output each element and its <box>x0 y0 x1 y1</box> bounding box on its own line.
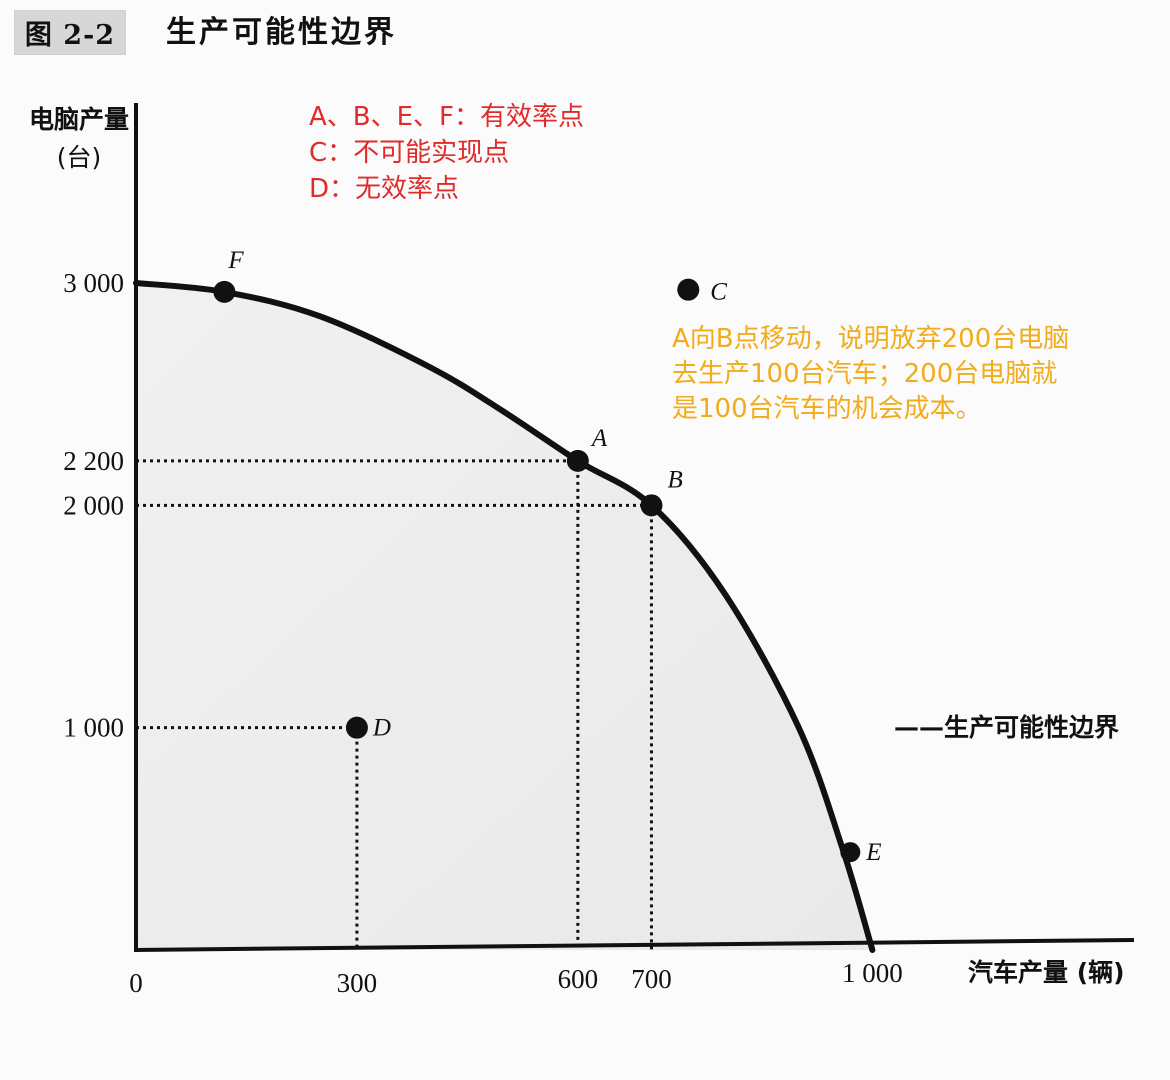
frontier-leader-line: —— <box>894 713 944 742</box>
y-tick-label: 3 000 <box>63 268 124 298</box>
point-e <box>840 842 861 863</box>
legend-line-impossible: C：不可能实现点 <box>309 138 510 168</box>
point-label-d: D <box>372 715 391 742</box>
point-legend-note: A、B、E、F：有效率点 C：不可能实现点 D：无效率点 <box>309 99 584 207</box>
point-b <box>640 494 663 517</box>
point-label-f: F <box>227 247 244 274</box>
x-axis-line <box>133 938 1135 952</box>
figure-number: 图 2-2 <box>14 10 126 55</box>
x-tick-label: 300 <box>337 968 378 998</box>
legend-line-efficient: A、B、E、F：有效率点 <box>309 102 585 132</box>
y-tick-label: 1 000 <box>63 713 124 743</box>
axes <box>133 103 1135 952</box>
data-points: F C A B D E <box>213 247 882 866</box>
point-c <box>677 278 700 301</box>
x-tick-label-origin: 0 <box>129 968 143 998</box>
x-tick-label: 700 <box>631 964 672 994</box>
point-a <box>566 449 589 472</box>
frontier-curve-label: ——生产可能性边界 <box>894 708 1119 744</box>
point-label-e: E <box>865 839 881 866</box>
annotation-line-3: 是100台汽车的机会成本。 <box>672 394 982 424</box>
y-axis-title: 电脑产量 <box>28 105 129 134</box>
x-axis-label: 汽车产量 (辆) <box>968 958 1125 987</box>
point-label-b: B <box>667 466 682 493</box>
y-tick-label: 2 200 <box>63 446 124 476</box>
opportunity-cost-annotation: A向B点移动，说明放弃200台电脑 去生产100台汽车；200台电脑就 是100… <box>672 322 1142 427</box>
legend-line-inefficient: D：无效率点 <box>309 174 460 204</box>
x-tick-label: 600 <box>558 964 599 994</box>
y-tick-label: 2 000 <box>63 490 124 520</box>
x-tick-label: 1 000 <box>842 958 903 988</box>
frontier-label-text: 生产可能性边界 <box>944 713 1120 742</box>
point-f <box>213 280 236 303</box>
point-label-c: C <box>710 279 727 306</box>
point-d <box>345 716 368 739</box>
y-axis-label: 电脑产量 (台) <box>18 101 140 177</box>
feasible-region-fill <box>136 283 873 950</box>
figure-title: 生产可能性边界 <box>166 15 397 50</box>
point-label-a: A <box>590 425 608 452</box>
y-axis-unit: (台) <box>56 143 102 172</box>
annotation-line-1: A向B点移动，说明放弃200台电脑 <box>672 324 1070 354</box>
frontier-curve-layer <box>133 280 876 953</box>
tick-labels: 0 300 600 700 1 000 3 000 2 200 2 000 1 000 <box>63 268 903 998</box>
frontier-curve <box>133 280 876 953</box>
annotation-line-2: 去生产100台汽车；200台电脑就 <box>672 359 1058 389</box>
reference-lines <box>136 459 653 950</box>
feasible-region <box>136 283 873 950</box>
